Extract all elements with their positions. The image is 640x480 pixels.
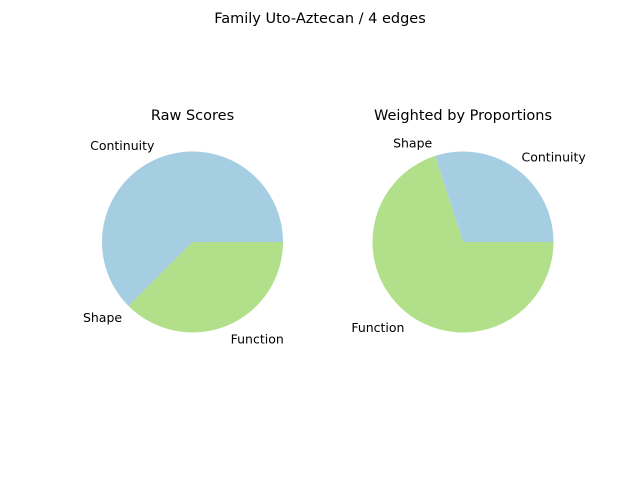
pie-slice-raw-scores-continuity xyxy=(101,151,283,306)
pie-slices-raw-scores xyxy=(101,151,283,333)
pie-chart-raw-scores: Raw Scores Continuity Shape Function xyxy=(83,108,284,347)
pie-label-weighted-by-proportions-continuity: Continuity xyxy=(522,149,587,164)
pie-title-weighted-by-proportions: Weighted by Proportions xyxy=(374,108,552,124)
figure-suptitle: Family Uto-Aztecan / 4 edges xyxy=(214,11,426,27)
pie-slice-weighted-by-proportions-function xyxy=(372,155,554,333)
pie-label-raw-scores-continuity: Continuity xyxy=(90,138,155,153)
pie-labels-raw-scores: Continuity Shape Function xyxy=(83,138,284,347)
pie-label-raw-scores-shape: Shape xyxy=(83,310,122,325)
pie-slice-raw-scores-function xyxy=(128,242,283,333)
pie-labels-weighted-by-proportions: Continuity Shape Function xyxy=(351,135,586,335)
pie-slices-weighted-by-proportions xyxy=(372,151,554,333)
pie-label-raw-scores-function: Function xyxy=(231,332,284,347)
pie-label-weighted-by-proportions-shape: Shape xyxy=(393,135,432,150)
pie-chart-weighted-by-proportions: Weighted by Proportions Continuity Shape F… xyxy=(351,108,586,335)
pie-title-raw-scores: Raw Scores xyxy=(151,108,234,124)
pie-label-weighted-by-proportions-function: Function xyxy=(351,320,404,335)
pie-slice-weighted-by-proportions-continuity xyxy=(435,151,554,242)
